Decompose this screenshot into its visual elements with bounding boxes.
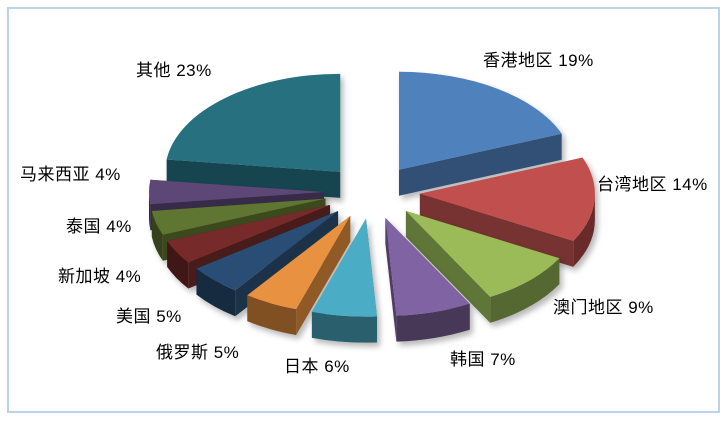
pie-slice[interactable] xyxy=(385,217,470,342)
chart-frame xyxy=(7,7,720,413)
slice-label-4: 日本 6% xyxy=(284,357,350,376)
slice-label-10: 其他 23% xyxy=(136,61,212,80)
slice-label-9: 马来西亚 4% xyxy=(20,165,121,184)
pie-slices xyxy=(149,71,595,343)
pie-slice[interactable] xyxy=(419,157,595,267)
slice-label-6: 美国 5% xyxy=(116,307,182,326)
slice-label-1: 台湾地区 14% xyxy=(597,175,708,194)
slice-label-5: 俄罗斯 5% xyxy=(156,343,240,362)
slice-label-3: 韩国 7% xyxy=(450,350,516,369)
pie-slice[interactable] xyxy=(405,211,560,323)
slice-label-0: 香港地区 19% xyxy=(483,51,594,70)
slice-label-7: 新加坡 4% xyxy=(58,267,142,286)
pie-slice[interactable] xyxy=(311,218,377,343)
pie-slice[interactable] xyxy=(247,215,351,336)
pie-slice[interactable] xyxy=(398,71,562,196)
slice-label-2: 澳门地区 9% xyxy=(553,298,654,317)
slice-label-8: 泰国 4% xyxy=(66,217,132,236)
pie-slice[interactable] xyxy=(166,73,341,198)
